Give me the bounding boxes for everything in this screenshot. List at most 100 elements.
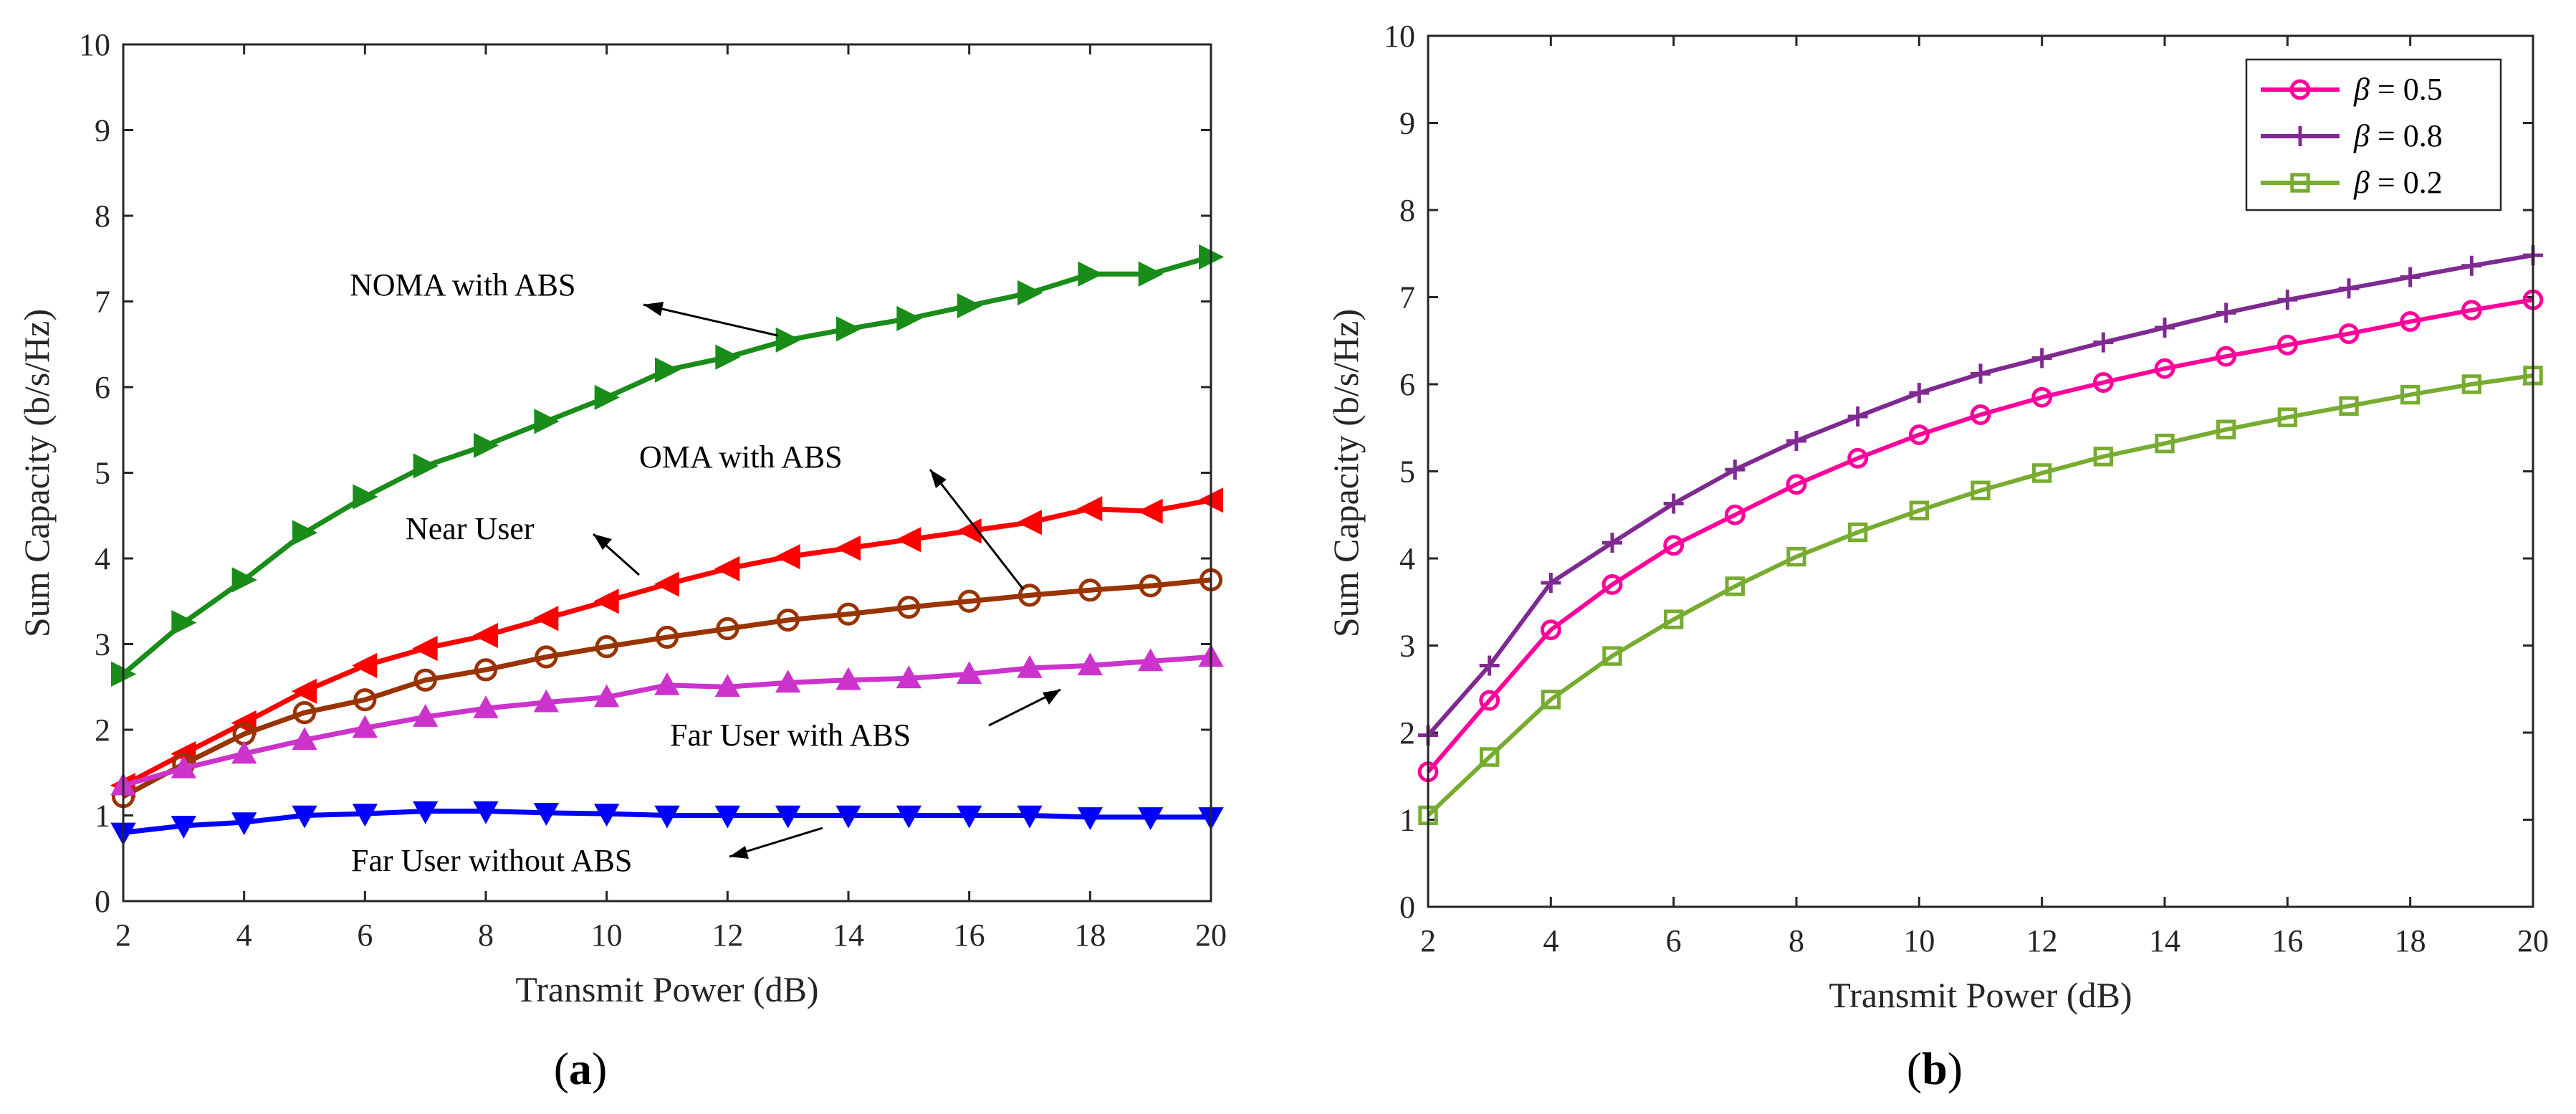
y-tick-label: 1 — [95, 799, 110, 834]
x-tick-label: 4 — [1543, 923, 1558, 958]
data-point — [2339, 278, 2359, 299]
y-tick-label: 0 — [95, 884, 110, 919]
data-point — [835, 535, 861, 561]
data-point — [714, 805, 741, 829]
data-point — [593, 804, 620, 827]
x-tick-label: 14 — [833, 918, 864, 953]
panel-a-xlabel: Transmit Power (dB) — [515, 969, 818, 1009]
data-point — [896, 527, 921, 553]
panel-a-letter: a — [569, 1043, 592, 1094]
x-tick-label: 10 — [591, 918, 623, 953]
data-point — [1663, 609, 1684, 629]
data-point — [593, 589, 619, 614]
data-point — [473, 695, 499, 718]
data-point — [231, 812, 257, 836]
data-point — [896, 305, 922, 332]
data-point — [352, 652, 378, 678]
y-tick-label: 0 — [1399, 890, 1415, 925]
data-point — [292, 805, 317, 829]
data-point — [1663, 535, 1685, 556]
y-tick-label: 7 — [95, 285, 110, 320]
data-point — [836, 602, 861, 626]
x-tick-label: 12 — [712, 918, 743, 953]
data-point — [1138, 261, 1164, 287]
data-point — [1970, 404, 1991, 425]
data-point — [413, 668, 437, 692]
data-point — [715, 344, 741, 370]
y-tick-label: 5 — [95, 456, 110, 491]
data-point — [1139, 574, 1162, 598]
data-point — [533, 689, 560, 713]
x-tick-label: 20 — [2517, 923, 2549, 958]
x-tick-label: 4 — [236, 918, 252, 953]
panel-b-axes-box — [1427, 34, 2534, 908]
data-point — [593, 684, 620, 708]
data-point — [1847, 406, 1868, 427]
data-point — [1601, 574, 1623, 595]
y-tick-label: 3 — [1399, 629, 1415, 664]
y-tick-label: 9 — [1399, 106, 1415, 141]
data-point — [413, 453, 439, 479]
annot-noma-line — [643, 303, 778, 337]
y-tick-label: 4 — [95, 541, 110, 576]
data-point — [1137, 807, 1164, 830]
y-tick-label: 1 — [1399, 803, 1415, 838]
annot-near-arrowhead — [593, 534, 612, 550]
data-point — [1786, 474, 1807, 495]
data-point — [1725, 576, 1746, 596]
annot-far-with-abs: Far User with ABS — [670, 718, 911, 753]
data-point — [292, 701, 317, 725]
data-point — [775, 805, 801, 829]
legend-label: β = 0.8 — [2353, 118, 2443, 153]
data-point — [2216, 346, 2237, 367]
annot-far-without-arrowhead — [729, 846, 749, 859]
data-point — [1137, 498, 1163, 524]
data-point — [472, 622, 498, 649]
data-point — [1602, 533, 1622, 553]
data-point — [775, 543, 800, 570]
panel-a-axes-box — [122, 43, 1212, 903]
data-point — [655, 357, 681, 383]
data-point — [1017, 654, 1043, 678]
data-point — [352, 715, 378, 738]
data-point — [1078, 579, 1102, 602]
data-point — [533, 606, 559, 632]
legend-marker — [2289, 79, 2311, 100]
data-point — [594, 384, 620, 410]
series-noma-with-abs — [111, 244, 1225, 687]
data-point — [595, 634, 618, 659]
data-point — [1909, 383, 1930, 404]
data-point — [2155, 433, 2175, 454]
data-point — [412, 635, 438, 662]
panel-b-legend: β = 0.5 β = 0.8 β = 0.2 — [2245, 58, 2502, 211]
data-point — [957, 589, 981, 613]
data-point — [957, 292, 982, 319]
x-tick-label: 12 — [2026, 923, 2058, 958]
y-tick-label: 2 — [95, 713, 110, 748]
annot-noma-with-abs: NOMA with ABS — [350, 267, 575, 303]
data-point — [835, 667, 861, 690]
data-point — [956, 661, 982, 685]
y-tick-label: 2 — [1399, 715, 1415, 751]
x-tick-label: 8 — [1789, 923, 1804, 958]
data-point — [2461, 374, 2482, 394]
data-point — [352, 804, 378, 827]
data-point — [775, 670, 801, 693]
data-point — [836, 316, 862, 342]
data-point — [654, 805, 680, 829]
panel-a-ylabel: Sum Capacity (b/s/Hz) — [16, 309, 57, 637]
data-point — [474, 658, 498, 682]
data-point — [714, 674, 741, 698]
annot-oma-with-abs: OMA with ABS — [639, 439, 843, 475]
x-tick-label: 20 — [1195, 918, 1227, 953]
data-point — [1786, 430, 1806, 451]
data-point — [1479, 690, 1500, 711]
data-point — [1540, 619, 1561, 641]
data-point — [292, 727, 317, 751]
x-tick-label: 16 — [954, 918, 985, 953]
legend-label: β = 0.2 — [2353, 165, 2443, 200]
data-point — [1786, 546, 1806, 567]
x-tick-label: 16 — [2271, 923, 2303, 958]
